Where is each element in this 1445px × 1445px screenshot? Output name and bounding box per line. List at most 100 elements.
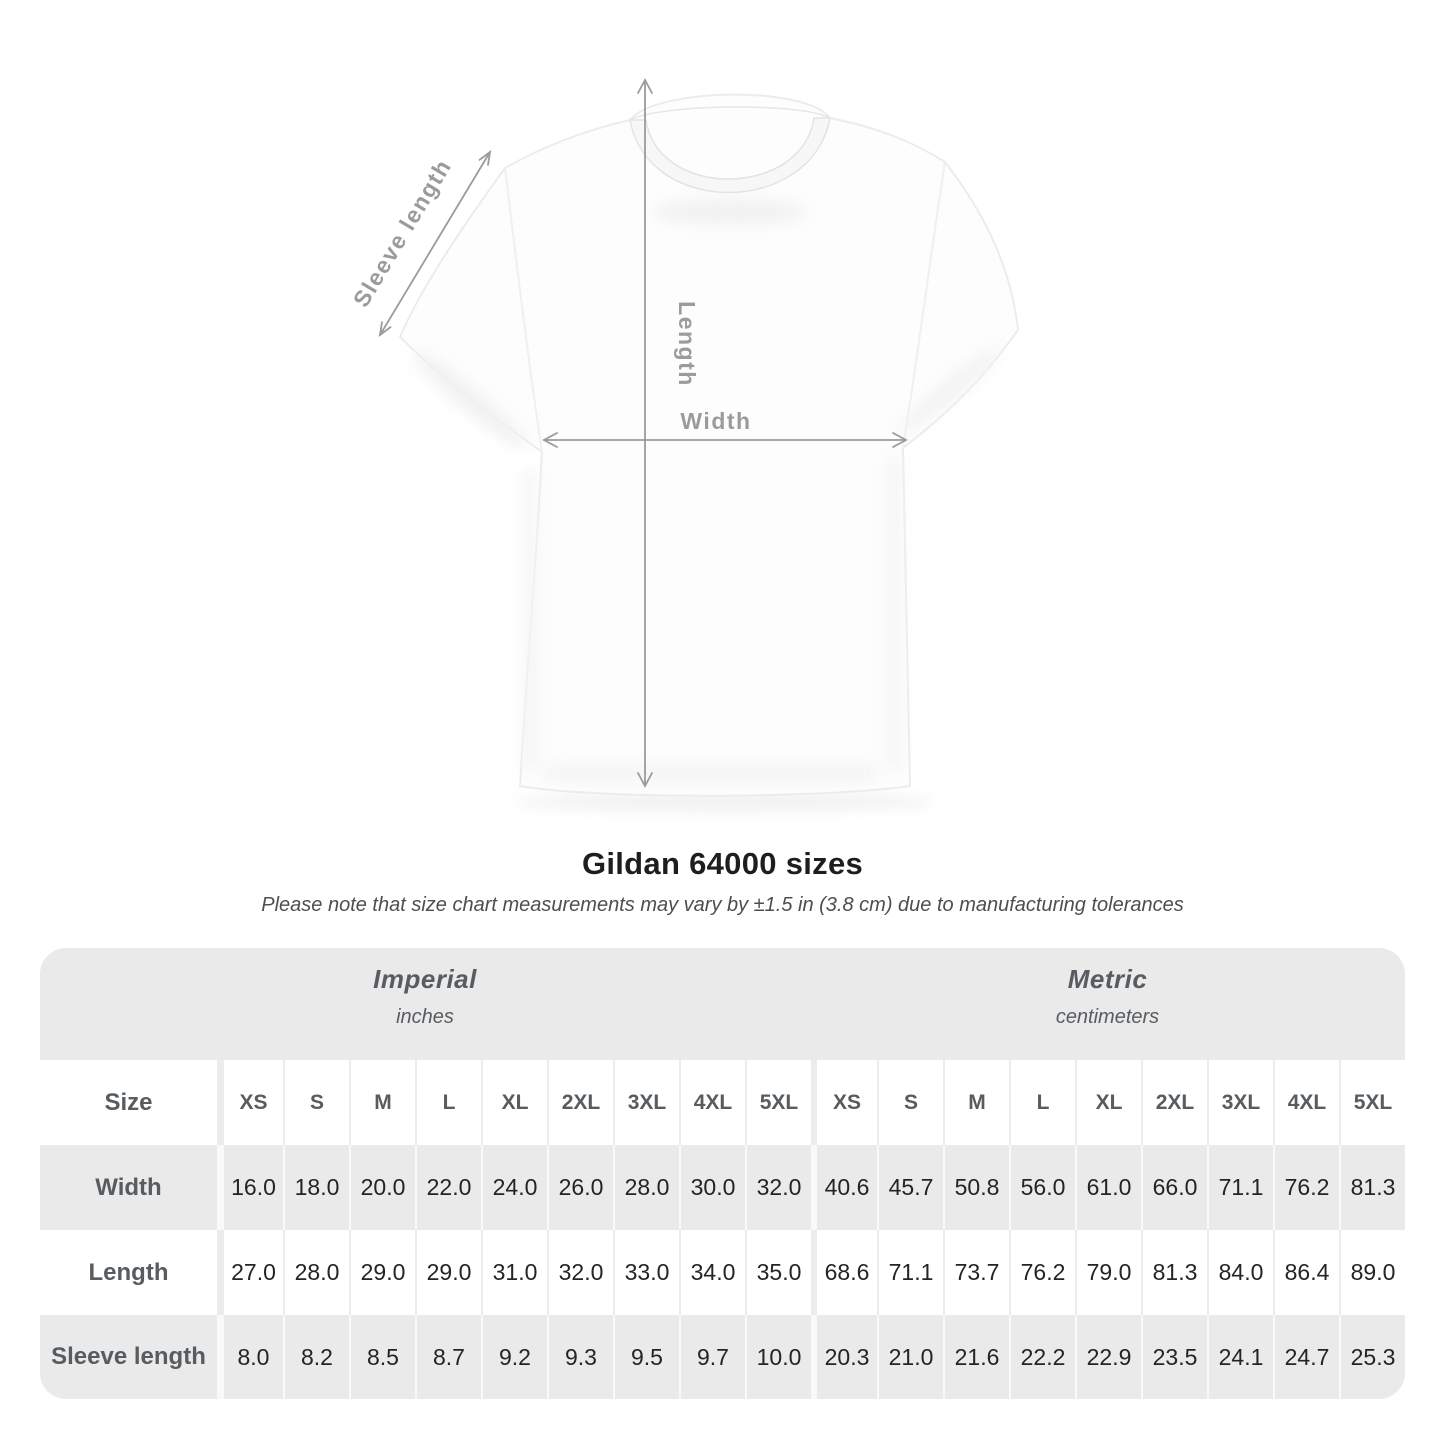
table-cell: 22.9	[1075, 1315, 1141, 1399]
size-header: 3XL	[613, 1060, 679, 1145]
size-header: XS	[217, 1060, 283, 1145]
row-label: Sleeve length	[40, 1315, 217, 1399]
tshirt-diagram: Sleeve length Length Width	[348, 78, 1020, 811]
size-header: 2XL	[547, 1060, 613, 1145]
table-cell: 16.0	[217, 1145, 283, 1230]
table-cell: 50.8	[943, 1145, 1009, 1230]
table-cell: 68.6	[811, 1230, 877, 1315]
metric-section-header: Metric centimeters	[810, 964, 1405, 1029]
table-cell: 8.2	[283, 1315, 349, 1399]
table-cell: 29.0	[349, 1230, 415, 1315]
size-header: M	[349, 1060, 415, 1145]
table-cell: 45.7	[877, 1145, 943, 1230]
table-cell: 35.0	[745, 1230, 811, 1315]
imperial-section-header: Imperial inches	[40, 964, 810, 1029]
table-cell: 30.0	[679, 1145, 745, 1230]
table-cell: 76.2	[1273, 1145, 1339, 1230]
sleeve-length-arrow	[378, 149, 492, 338]
section-unit: inches	[396, 1006, 454, 1028]
size-header: 4XL	[1273, 1060, 1339, 1145]
table-cell: 34.0	[679, 1230, 745, 1315]
table-cell: 73.7	[943, 1230, 1009, 1315]
table-cell: 31.0	[481, 1230, 547, 1315]
tshirt-image	[398, 93, 1020, 797]
table-cell: 89.0	[1339, 1230, 1405, 1315]
table-cell: 24.0	[481, 1145, 547, 1230]
size-header: 5XL	[745, 1060, 811, 1145]
table-cell: 81.3	[1141, 1230, 1207, 1315]
table-cell: 20.3	[811, 1315, 877, 1399]
table-cell: 26.0	[547, 1145, 613, 1230]
row-label: Size	[40, 1060, 217, 1145]
table-cell: 76.2	[1009, 1230, 1075, 1315]
size-header: 5XL	[1339, 1060, 1405, 1145]
table-cell: 8.0	[217, 1315, 283, 1399]
page-title: Gildan 64000 sizes	[581, 846, 864, 881]
length-label: Length	[674, 301, 700, 387]
table-cell: 28.0	[613, 1145, 679, 1230]
table-cell: 81.3	[1339, 1145, 1405, 1230]
table-cell: 22.2	[1009, 1315, 1075, 1399]
size-header: S	[283, 1060, 349, 1145]
row-label: Length	[40, 1230, 217, 1315]
section-unit: centimeters	[1055, 1006, 1160, 1028]
size-header: 2XL	[1141, 1060, 1207, 1145]
table-cell: 61.0	[1075, 1145, 1141, 1230]
table-cell: 27.0	[217, 1230, 283, 1315]
row-label: Width	[40, 1145, 217, 1230]
size-header: L	[1009, 1060, 1075, 1145]
size-header-row: Size XS S M L XL 2XL 3XL 4XL 5XL XS S M …	[40, 1060, 1405, 1145]
table-cell: 71.1	[1207, 1145, 1273, 1230]
size-table: Imperial inches Metric centimeters Size …	[40, 948, 1405, 1399]
table-cell: 24.7	[1273, 1315, 1339, 1399]
table-cell: 22.0	[415, 1145, 481, 1230]
table-cell: 71.1	[877, 1230, 943, 1315]
size-header: M	[943, 1060, 1009, 1145]
table-cell: 79.0	[1075, 1230, 1141, 1315]
table-cell: 66.0	[1141, 1145, 1207, 1230]
table-cell: 21.6	[943, 1315, 1009, 1399]
size-header: 3XL	[1207, 1060, 1273, 1145]
size-header: L	[415, 1060, 481, 1145]
table-row-sleeve-length: Sleeve length 8.0 8.2 8.5 8.7 9.2 9.3 9.…	[40, 1315, 1405, 1399]
table-row-length: Length 27.0 28.0 29.0 29.0 31.0 32.0 33.…	[40, 1230, 1405, 1315]
table-cell: 40.6	[811, 1145, 877, 1230]
table-cell: 8.5	[349, 1315, 415, 1399]
table-cell: 24.1	[1207, 1315, 1273, 1399]
table-cell: 32.0	[547, 1230, 613, 1315]
table-cell: 10.0	[745, 1315, 811, 1399]
table-cell: 86.4	[1273, 1230, 1339, 1315]
right-sleeve-seam	[902, 161, 946, 449]
table-cell: 20.0	[349, 1145, 415, 1230]
table-cell: 23.5	[1141, 1315, 1207, 1399]
table-cell: 33.0	[613, 1230, 679, 1315]
table-row-width: Width 16.0 18.0 20.0 22.0 24.0 26.0 28.0…	[40, 1145, 1405, 1230]
table-cell: 29.0	[415, 1230, 481, 1315]
section-title: Metric	[1067, 964, 1148, 994]
size-header: XL	[481, 1060, 547, 1145]
table-cell: 32.0	[745, 1145, 811, 1230]
size-header: XS	[811, 1060, 877, 1145]
table-header-band: Imperial inches Metric centimeters	[40, 948, 1405, 1060]
length-arrow	[637, 78, 653, 788]
table-cell: 84.0	[1207, 1230, 1273, 1315]
section-title: Imperial	[373, 964, 477, 994]
table-cell: 56.0	[1009, 1145, 1075, 1230]
tshirt-shadow	[515, 793, 935, 811]
tshirt-shading	[412, 199, 1001, 781]
table-cell: 9.3	[547, 1315, 613, 1399]
size-header: 4XL	[679, 1060, 745, 1145]
width-label: Width	[680, 408, 751, 434]
page-subtitle: Please note that size chart measurements…	[261, 894, 1184, 916]
table-cell: 21.0	[877, 1315, 943, 1399]
table-cell: 8.7	[415, 1315, 481, 1399]
table-cell: 25.3	[1339, 1315, 1405, 1399]
table-cell: 18.0	[283, 1145, 349, 1230]
left-sleeve-seam	[504, 167, 543, 453]
table-cell: 9.7	[679, 1315, 745, 1399]
table-cell: 9.2	[481, 1315, 547, 1399]
width-arrow	[542, 432, 908, 448]
size-header: XL	[1075, 1060, 1141, 1145]
table-cell: 28.0	[283, 1230, 349, 1315]
